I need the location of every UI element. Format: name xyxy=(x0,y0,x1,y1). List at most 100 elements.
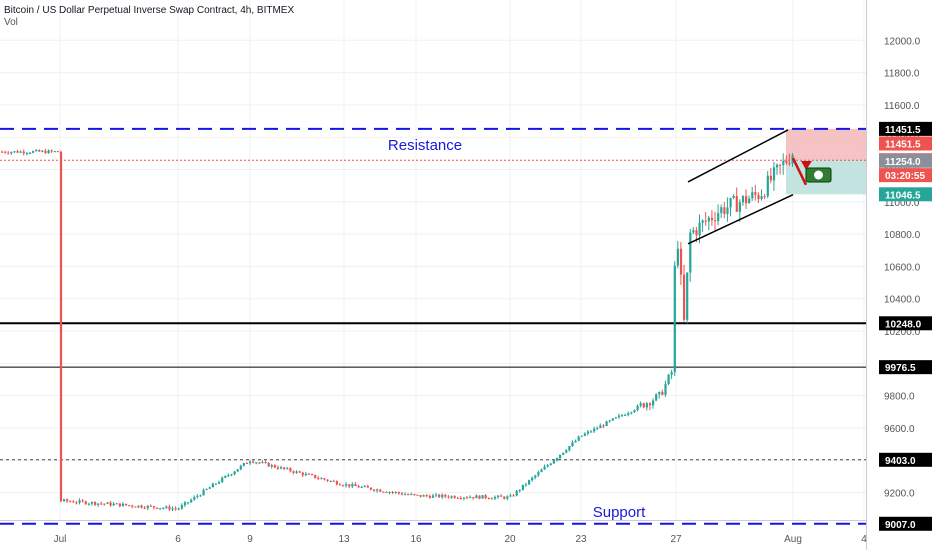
candle[interactable] xyxy=(559,454,562,460)
candle[interactable] xyxy=(236,469,239,472)
candle[interactable] xyxy=(103,503,106,506)
candle[interactable] xyxy=(224,475,227,479)
candle[interactable] xyxy=(13,151,16,154)
candle[interactable] xyxy=(484,493,487,500)
candle[interactable] xyxy=(115,503,118,505)
candle[interactable] xyxy=(19,150,22,154)
channel-lower-line[interactable] xyxy=(687,194,794,245)
candle[interactable] xyxy=(78,498,81,505)
candle[interactable] xyxy=(636,404,639,412)
candle[interactable] xyxy=(431,493,435,498)
candle[interactable] xyxy=(140,504,143,509)
candle[interactable] xyxy=(66,498,69,503)
candle[interactable] xyxy=(171,506,174,511)
candle[interactable] xyxy=(273,464,276,469)
candle[interactable] xyxy=(4,150,7,154)
candle[interactable] xyxy=(593,426,596,433)
candle[interactable] xyxy=(16,149,19,154)
candle[interactable] xyxy=(667,373,670,386)
candle[interactable] xyxy=(748,195,751,204)
candle[interactable] xyxy=(435,492,438,498)
candle[interactable] xyxy=(462,497,466,501)
candle[interactable] xyxy=(478,495,481,500)
candle[interactable] xyxy=(490,497,493,500)
candle[interactable] xyxy=(53,150,56,153)
support-annotation[interactable]: Support xyxy=(593,504,646,521)
candle[interactable] xyxy=(707,215,710,231)
candle[interactable] xyxy=(741,195,745,206)
candle[interactable] xyxy=(156,507,159,510)
candle[interactable] xyxy=(732,194,735,200)
candle[interactable] xyxy=(137,505,140,508)
candle[interactable] xyxy=(187,502,190,505)
price-axis-label[interactable]: 11046.5 xyxy=(879,187,932,202)
candle[interactable] xyxy=(267,462,270,467)
candle[interactable] xyxy=(655,393,658,402)
candle[interactable] xyxy=(546,464,549,468)
candle[interactable] xyxy=(683,264,686,322)
candle[interactable] xyxy=(509,493,512,497)
candle[interactable] xyxy=(760,189,763,201)
candle[interactable] xyxy=(757,192,760,204)
candle[interactable] xyxy=(311,473,314,476)
candle[interactable] xyxy=(565,449,568,454)
candle[interactable] xyxy=(469,495,472,499)
candle[interactable] xyxy=(25,152,28,156)
candle[interactable] xyxy=(261,460,264,464)
candle[interactable] xyxy=(459,495,462,500)
candle[interactable] xyxy=(645,401,648,411)
candle[interactable] xyxy=(56,150,59,153)
candle[interactable] xyxy=(497,494,500,499)
candle[interactable] xyxy=(180,503,183,510)
candle[interactable] xyxy=(7,150,10,155)
candle[interactable] xyxy=(329,480,332,483)
price-axis-label[interactable]: 11254.0 xyxy=(879,153,932,168)
candle[interactable] xyxy=(531,476,534,482)
candle[interactable] xyxy=(710,210,714,226)
candle[interactable] xyxy=(611,418,614,421)
candle[interactable] xyxy=(190,498,193,504)
candle[interactable] xyxy=(183,501,187,507)
candle[interactable] xyxy=(388,491,391,495)
candle[interactable] xyxy=(283,466,286,471)
candle[interactable] xyxy=(772,162,776,191)
candle[interactable] xyxy=(673,261,676,376)
price-axis-label[interactable]: 9976.5 xyxy=(879,360,932,375)
candle[interactable] xyxy=(608,419,611,423)
candle[interactable] xyxy=(10,151,13,155)
candle[interactable] xyxy=(249,460,252,466)
candle[interactable] xyxy=(692,227,695,235)
candle[interactable] xyxy=(38,149,41,152)
candle[interactable] xyxy=(726,197,729,222)
volume-indicator-label[interactable]: Vol xyxy=(4,17,18,28)
candle[interactable] xyxy=(704,212,707,226)
candle[interactable] xyxy=(779,164,782,175)
candle[interactable] xyxy=(276,465,280,471)
candle[interactable] xyxy=(661,389,664,396)
candle[interactable] xyxy=(506,495,509,501)
candle[interactable] xyxy=(614,416,617,419)
candle[interactable] xyxy=(769,168,772,184)
candle[interactable] xyxy=(335,480,338,486)
candle[interactable] xyxy=(763,193,766,200)
candle[interactable] xyxy=(444,494,447,499)
candle[interactable] xyxy=(450,495,453,499)
price-axis-label[interactable]: 9403.0 xyxy=(879,452,932,467)
candle[interactable] xyxy=(714,211,717,231)
candle[interactable] xyxy=(317,475,320,481)
candle[interactable] xyxy=(776,163,779,175)
candle[interactable] xyxy=(75,500,78,505)
candle[interactable] xyxy=(413,493,416,496)
candle[interactable] xyxy=(642,402,645,409)
candle[interactable] xyxy=(782,153,785,175)
candle[interactable] xyxy=(286,466,289,470)
candle[interactable] xyxy=(596,426,599,431)
short-stop-zone[interactable] xyxy=(786,128,866,161)
candle[interactable] xyxy=(72,499,75,503)
candle[interactable] xyxy=(754,184,757,201)
candle[interactable] xyxy=(621,414,624,417)
candle[interactable] xyxy=(128,505,131,507)
candle[interactable] xyxy=(366,484,369,488)
